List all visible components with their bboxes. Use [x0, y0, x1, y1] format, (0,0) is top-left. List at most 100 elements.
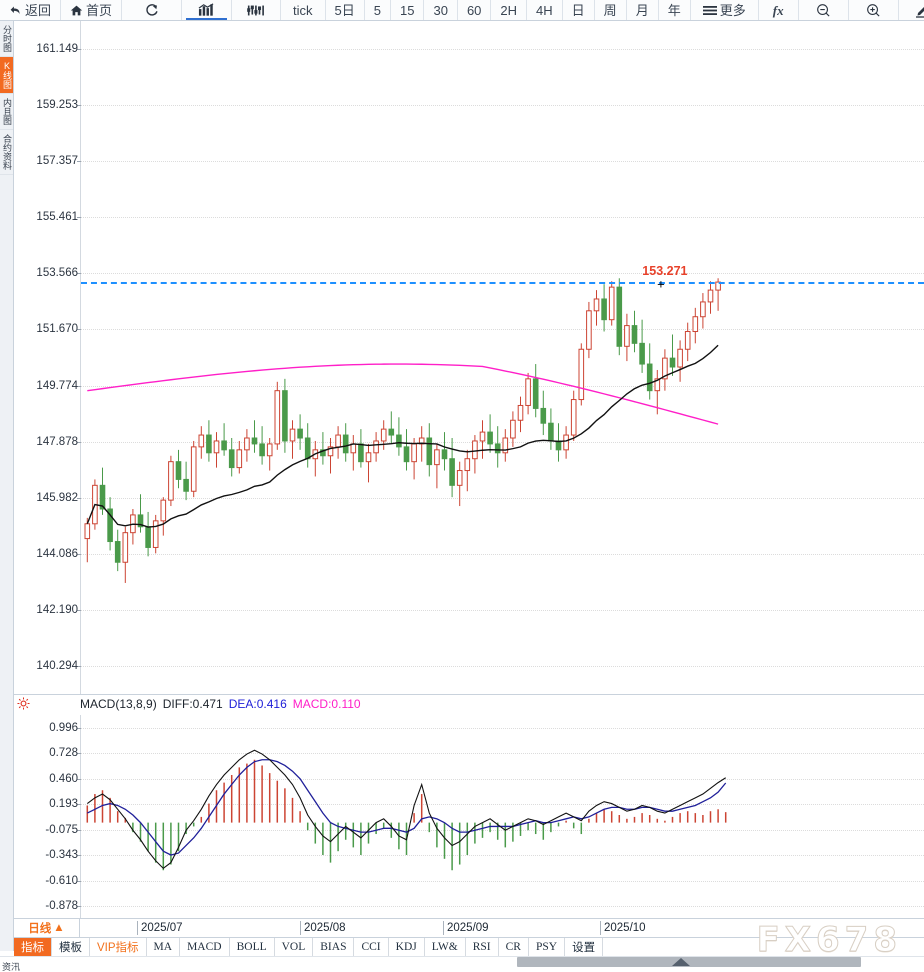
price-plot-area[interactable]: 161.149 159.253 157.357 155.461 153.566 151.6… — [36, 21, 924, 694]
indicator-tab-LW&[interactable]: LW& — [425, 938, 466, 956]
period-label: 日 — [571, 2, 585, 18]
period-15-button[interactable]: 15 — [391, 0, 425, 20]
scroll-up-arrow-icon[interactable] — [672, 958, 690, 966]
indicator-tab-RSI[interactable]: RSI — [466, 938, 499, 956]
current-price-tag: 153.271 — [642, 264, 688, 279]
sidebar-item-inner[interactable]: 内且图 — [0, 94, 13, 130]
indicator-tab-MA[interactable]: MA — [147, 938, 181, 956]
axis-tick — [77, 880, 81, 882]
grid-line — [81, 609, 924, 611]
period-month-button[interactable]: 月 — [627, 0, 659, 20]
macd-pane[interactable]: MACD(13,8,9) DIFF:0.471 DEA:0.416 MACD:0… — [14, 694, 924, 918]
tick-button[interactable]: tick — [281, 0, 326, 20]
axis-tick — [77, 753, 81, 755]
y-axis-label: 157.357 — [36, 155, 78, 168]
period-label: 5 — [373, 2, 381, 18]
grid-line — [81, 778, 924, 780]
indicator-tab-MACD[interactable]: MACD — [180, 938, 230, 956]
period-selector-tab[interactable]: 日线 ▲ — [14, 919, 80, 937]
axis-tick — [77, 553, 81, 555]
indicator-tab-CR[interactable]: CR — [499, 938, 529, 956]
period-year-button[interactable]: 年 — [659, 0, 691, 20]
axis-tick — [77, 727, 81, 729]
axis-tick — [77, 497, 81, 499]
home-label: 首页 — [86, 2, 113, 18]
macd-plot-area[interactable]: 0.996 0.728 0.460 0.193 -0.075 -0.343 -0.610 -0… — [45, 715, 924, 918]
period-label: 30 — [433, 2, 448, 18]
back-button[interactable]: 返回 — [0, 0, 62, 20]
refresh-button[interactable] — [122, 0, 183, 20]
axis-tick — [77, 49, 81, 51]
period-label: 年 — [667, 2, 681, 18]
indicator-tab-BOLL[interactable]: BOLL — [230, 938, 275, 956]
axis-tick — [77, 217, 81, 219]
period-60-button[interactable]: 60 — [458, 0, 492, 20]
period-label: 周 — [603, 2, 617, 18]
period-tab-label: 日线 — [28, 923, 52, 935]
macd-header: MACD(13,8,9) DIFF:0.471 DEA:0.416 MACD:0… — [80, 697, 361, 711]
axis-tick — [77, 161, 81, 163]
period-5-button[interactable]: 5 — [365, 0, 391, 20]
grid-line — [81, 385, 924, 387]
fx-button[interactable]: fx — [759, 0, 799, 20]
sidebar-item-contract-info[interactable]: 合约资料 — [0, 130, 13, 175]
y-axis-label: 159.253 — [36, 99, 78, 112]
indicator-tab-KDJ[interactable]: KDJ — [389, 938, 425, 956]
period-2h-button[interactable]: 2H — [491, 0, 528, 20]
indicator-tab-PSY[interactable]: PSY — [529, 938, 566, 956]
status-tag: 资汛 — [2, 962, 21, 972]
macd-series — [86, 749, 727, 871]
crosshair-marker: + — [657, 276, 665, 292]
macd-y-axis-label: -0.610 — [45, 874, 78, 887]
grid-line — [81, 105, 924, 107]
zoom-out-button[interactable] — [799, 0, 849, 20]
period-day-button[interactable]: 日 — [563, 0, 595, 20]
grid-line — [81, 880, 924, 882]
indicator-tab-VIP指标[interactable]: VIP指标 — [90, 938, 147, 956]
candlestick-series — [84, 278, 721, 583]
sidebar-item-kline[interactable]: K线图 — [0, 57, 13, 94]
home-button[interactable]: 首页 — [61, 0, 123, 20]
y-axis-label: 140.294 — [36, 659, 78, 672]
settings-sun-icon[interactable] — [17, 697, 30, 710]
indicator-tab-模板[interactable]: 模板 — [52, 938, 90, 956]
draw-pen-button[interactable] — [899, 0, 924, 20]
indicator-tab-VOL[interactable]: VOL — [275, 938, 314, 956]
grid-line — [81, 49, 924, 51]
indicator-tab-设置[interactable]: 设置 — [565, 938, 604, 956]
grid-line — [81, 855, 924, 857]
period-5d-button[interactable]: 5日 — [326, 0, 365, 20]
period-label: 4H — [536, 2, 553, 18]
grid-line — [81, 329, 924, 331]
zoom-in-button[interactable] — [849, 0, 899, 20]
indicator-style-button[interactable] — [232, 0, 282, 20]
tick-label: tick — [293, 2, 313, 18]
grid-line — [81, 753, 924, 755]
price-pane[interactable]: 161.149 159.253 157.357 155.461 153.566 151.6… — [14, 21, 924, 694]
indicator-tab-CCI[interactable]: CCI — [354, 938, 389, 956]
chart-type-button[interactable] — [182, 0, 233, 20]
indicator-tab-指标[interactable]: 指标 — [14, 938, 52, 956]
axis-tick — [77, 441, 81, 443]
axis-tick — [77, 855, 81, 857]
home-icon — [70, 4, 83, 17]
sidebar-item-timeline[interactable]: 分时图 — [0, 21, 13, 57]
y-axis-label: 144.086 — [36, 547, 78, 560]
bar-chart-icon — [198, 3, 215, 17]
period-label: 5日 — [334, 2, 355, 18]
refresh-icon — [144, 3, 159, 18]
macd-y-axis-label: 0.996 — [49, 721, 78, 734]
period-week-button[interactable]: 周 — [595, 0, 627, 20]
period-4h-button[interactable]: 4H — [527, 0, 563, 20]
chart-container[interactable]: 161.149 159.253 157.357 155.461 153.566 151.6… — [14, 21, 924, 918]
status-bar: 资汛 — [0, 956, 924, 972]
y-axis-label: 145.982 — [36, 491, 78, 504]
grid-line — [81, 273, 924, 275]
sidebar-item-label: 分时图 — [2, 25, 12, 52]
period-30-button[interactable]: 30 — [424, 0, 458, 20]
more-button[interactable]: 更多 — [691, 0, 759, 20]
left-sidebar: 分时图 K线图 内且图 合约资料 — [0, 21, 14, 951]
x-axis-label: 2025/08 — [300, 921, 346, 935]
indicator-tab-BIAS[interactable]: BIAS — [313, 938, 355, 956]
